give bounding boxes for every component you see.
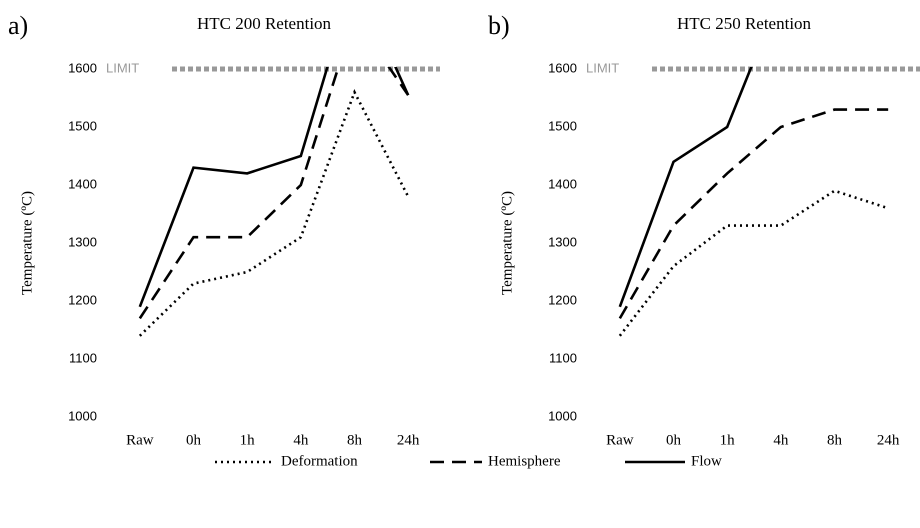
y-tick-label: 1600 [548,60,577,75]
y-axis-label: Temperature (ºC) [19,191,35,295]
series-line [138,67,410,320]
y-tick-label: 1300 [548,234,577,249]
x-tick-label: 4h [293,432,309,448]
panel-label: b) [488,11,510,40]
y-tick-label: 1000 [68,408,97,423]
y-axis-label: Temperature (ºC) [499,191,515,295]
limit-label: LIMIT [586,60,619,75]
y-tick-label: 1100 [69,350,97,365]
legend-label: Flow [691,453,722,469]
x-tick-label: 4h [773,432,789,448]
legend-label: Hemisphere [488,453,561,469]
y-tick-label: 1500 [68,118,97,133]
legend-label: Deformation [281,453,358,469]
series-line [138,88,410,337]
chart-title: HTC 250 Retention [677,14,812,33]
x-tick-label: Raw [126,432,154,448]
x-tick-label: 8h [827,432,843,448]
x-tick-label: 0h [186,432,202,448]
series-line [618,67,753,308]
chart-title: HTC 200 Retention [197,14,332,33]
y-tick-label: 1600 [68,60,97,75]
series-line [618,108,889,320]
y-tick-label: 1400 [68,176,97,191]
y-tick-label: 1200 [68,292,97,307]
x-tick-label: Raw [606,432,634,448]
x-tick-label: 24h [397,432,420,448]
panel-label: a) [8,11,28,40]
series-line [618,189,889,337]
y-tick-label: 1400 [548,176,577,191]
y-tick-label: 1500 [548,118,577,133]
y-tick-label: 1300 [68,234,97,249]
x-tick-label: 8h [347,432,363,448]
x-tick-label: 1h [240,432,256,448]
x-tick-label: 0h [666,432,682,448]
x-tick-label: 24h [877,432,900,448]
y-tick-label: 1200 [548,292,577,307]
series-line [138,67,410,308]
y-tick-label: 1000 [548,408,577,423]
y-tick-label: 1100 [549,350,577,365]
limit-label: LIMIT [106,60,139,75]
x-tick-label: 1h [720,432,736,448]
